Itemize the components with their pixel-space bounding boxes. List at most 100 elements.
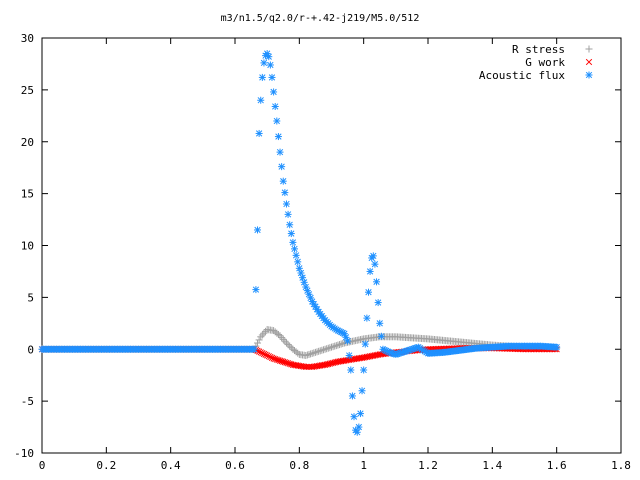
data-point — [257, 349, 264, 356]
data-point — [329, 343, 337, 351]
plot-frame — [41, 37, 622, 454]
x-tick-label: 0.8 — [289, 459, 309, 472]
x-tick-label: 0.2 — [96, 459, 116, 472]
y-tick-label: 0 — [27, 343, 34, 356]
data-point — [319, 346, 327, 354]
data-point — [279, 177, 287, 185]
data-point — [292, 251, 300, 259]
data-point — [268, 354, 276, 361]
y-tick-label: 20 — [21, 136, 34, 149]
data-point — [281, 337, 289, 345]
data-point — [355, 423, 363, 431]
data-point — [318, 346, 326, 354]
data-point — [287, 230, 295, 238]
data-point — [373, 278, 381, 286]
data-point — [286, 342, 294, 350]
x-tick-label: 0.4 — [161, 459, 181, 472]
x-tick-label: 1.2 — [418, 459, 438, 472]
data-point — [282, 339, 290, 347]
data-point — [371, 260, 379, 268]
data-point — [344, 337, 352, 345]
data-point — [252, 342, 260, 350]
data-point — [278, 163, 286, 171]
data-point — [266, 61, 274, 69]
data-point — [257, 333, 265, 341]
data-point — [353, 428, 361, 436]
x-tick-label: 0.6 — [225, 459, 245, 472]
data-point — [302, 351, 310, 359]
chart-title: m3/n1.5/q2.0/r-+.42-j219/M5.0/512 — [221, 13, 420, 24]
data-point — [262, 351, 269, 358]
x-tick-label: 1.4 — [482, 459, 502, 472]
data-point — [287, 344, 295, 352]
legend-marker — [585, 45, 593, 53]
data-point — [297, 269, 305, 277]
data-point — [284, 210, 292, 218]
data-point — [254, 226, 262, 234]
data-point — [310, 300, 318, 308]
data-point — [328, 343, 335, 351]
series-r-stress — [38, 326, 561, 359]
data-point — [268, 73, 276, 81]
data-point — [295, 264, 303, 272]
data-point — [356, 410, 364, 418]
data-point — [334, 341, 342, 349]
y-tick-label: 25 — [21, 84, 34, 97]
series-acoustic-flux — [38, 50, 561, 436]
legend-marker — [585, 71, 593, 79]
data-point — [278, 334, 286, 342]
data-point — [276, 148, 284, 156]
data-point — [369, 252, 377, 260]
data-point — [250, 345, 258, 353]
data-point — [264, 352, 271, 359]
data-point — [315, 347, 323, 355]
data-point — [326, 344, 334, 352]
data-point — [265, 53, 273, 61]
data-point — [252, 286, 260, 294]
legend-marker — [585, 58, 593, 66]
x-tick-label: 1 — [360, 459, 367, 472]
data-point — [276, 332, 284, 340]
data-point — [348, 392, 356, 400]
data-point — [305, 350, 313, 358]
data-point — [274, 330, 282, 338]
data-point — [294, 349, 302, 357]
data-point — [376, 319, 384, 327]
series-layer — [38, 50, 561, 436]
data-point — [313, 348, 321, 356]
y-tick-label: 15 — [21, 188, 34, 201]
data-point — [331, 342, 339, 350]
data-point — [267, 353, 274, 361]
data-point — [260, 59, 268, 67]
data-point — [374, 299, 382, 307]
data-point — [286, 221, 294, 229]
data-point — [260, 329, 268, 337]
data-point — [347, 366, 355, 374]
data-point — [281, 189, 289, 197]
x-tick-label: 1.8 — [611, 459, 631, 472]
y-tick-label: 5 — [27, 291, 34, 304]
data-point — [282, 200, 290, 208]
data-point — [321, 345, 329, 353]
data-point — [323, 345, 331, 353]
data-point — [324, 344, 332, 352]
data-point — [307, 350, 315, 358]
data-point — [361, 340, 369, 348]
data-point — [337, 340, 345, 348]
y-tick-label: -10 — [14, 447, 34, 460]
data-point — [273, 117, 281, 125]
data-point — [255, 129, 263, 137]
axes: 0 0.2 0.4 0.6 0.8 1 1.2 1.4 1.6 1.8 -10 -5 0 5 10 15 20 2… — [14, 32, 631, 472]
data-point — [284, 341, 292, 349]
data-point — [316, 347, 324, 355]
data-point — [255, 336, 263, 344]
data-point — [289, 238, 297, 246]
data-point — [258, 73, 266, 81]
data-point — [366, 267, 374, 275]
data-point — [262, 327, 270, 335]
data-point — [274, 133, 282, 141]
data-point — [303, 351, 311, 359]
data-point — [310, 349, 318, 357]
data-point — [358, 387, 366, 395]
